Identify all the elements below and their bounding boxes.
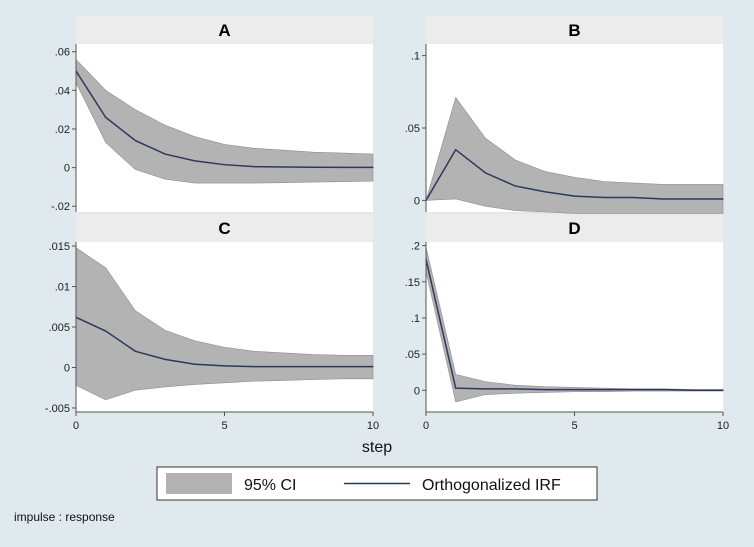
panel-b: B 0 .05 .1: [405, 16, 724, 214]
panel-c-x-tick-label: 10: [367, 420, 379, 432]
x-axis-title: step: [362, 439, 392, 456]
panel-b-title: B: [568, 21, 580, 40]
panel-d-y-tick-label: 0: [414, 385, 420, 397]
panel-a-y-tick-label: .04: [55, 85, 70, 97]
panel-c-header: [76, 214, 373, 242]
panel-d-irf-point: [603, 388, 605, 391]
panel-d-irf-point: [633, 388, 635, 391]
panel-b-y-tick-label: 0: [414, 195, 420, 207]
panel-b-irf-point: [722, 198, 724, 200]
panel-d-irf-point: [514, 388, 516, 390]
panel-d-header: [426, 214, 723, 242]
panel-a-irf-point: [134, 139, 136, 142]
panel-d-y-tick-label: .1: [411, 313, 420, 325]
panel-a-header: [76, 16, 373, 44]
panel-c-irf-point: [313, 366, 315, 368]
panel-a-irf-point: [283, 166, 285, 168]
panel-d-marks: 0 .05 .1 .15 .2 0 5 10: [405, 241, 729, 432]
panel-b-y-tick-label: .1: [411, 51, 420, 63]
panel-d-irf-point: [544, 388, 546, 391]
panel-a-irf-point: [105, 116, 107, 118]
panel-c-irf-point: [194, 363, 196, 365]
panel-d-irf-point: [573, 388, 576, 391]
panel-c-y-tick-label: 0: [64, 362, 70, 374]
panel-d-irf-point: [455, 387, 457, 389]
panel-a-irf-point: [253, 166, 255, 168]
panel-b-y-tick-label: .05: [405, 123, 420, 135]
panel-d-y-tick-label: .05: [405, 349, 420, 361]
panel-a-irf-point: [313, 166, 315, 168]
panel-c-irf-point: [164, 358, 166, 360]
panel-b-irf-point: [573, 195, 576, 197]
panel-b-irf-point: [455, 149, 457, 151]
panel-c-title: C: [218, 219, 230, 238]
panel-c-irf-point: [134, 350, 136, 352]
panel-d-irf-point: [484, 388, 486, 390]
panel-d-irf-point: [663, 388, 665, 391]
panel-c-irf-point: [283, 366, 285, 368]
panel-b-irf-point: [633, 196, 635, 199]
panel-b-irf-point: [692, 198, 694, 200]
panel-c-y-tick-label: .015: [49, 241, 70, 253]
panel-a-marks: -.02 0 .02 .04 .06: [51, 47, 374, 213]
legend-ci-swatch: [166, 473, 232, 494]
panel-d-y-tick-label: .2: [411, 241, 420, 253]
panel-b-irf-point: [663, 198, 665, 200]
panel-b-marks: 0 .05 .1: [405, 51, 724, 214]
panel-c-irf-point: [372, 366, 374, 368]
panel-b-irf-point: [514, 185, 516, 187]
panel-a-y-tick-label: -.02: [51, 201, 70, 213]
panel-a-irf-point: [342, 166, 344, 168]
panel-c-y-tick-label: .005: [49, 322, 70, 334]
legend-irf-label: Orthogonalized IRF: [422, 477, 561, 494]
legend: 95% CI Orthogonalized IRF: [156, 466, 598, 501]
panel-d-x-tick-label: 10: [717, 420, 729, 432]
panel-c-irf-point: [105, 330, 107, 332]
panel-d-title: D: [568, 219, 580, 238]
panel-c-ci-band: [75, 247, 374, 401]
panel-b-irf-point: [544, 191, 546, 193]
panel-a-irf-point: [164, 153, 166, 155]
impulse-response-note: impulse : response: [14, 510, 115, 524]
panel-c-x-tick-label: 0: [73, 420, 79, 432]
legend-ci-label: 95% CI: [244, 477, 296, 494]
panel-b-irf-point: [603, 196, 605, 199]
panel-d: D 0 .05 .1 .15 .2 0 5 10: [405, 214, 729, 432]
panel-d-y-tick-label: .15: [405, 277, 420, 289]
panel-a-y-tick-label: 0: [64, 163, 70, 175]
panel-d-irf-point: [722, 389, 724, 391]
panel-c-irf-point: [253, 366, 255, 368]
panel-b-irf-point: [484, 172, 486, 174]
panel-c-x-tick-label: 5: [221, 420, 227, 432]
panel-a-irf-point: [194, 160, 196, 162]
panel-a-title: A: [218, 21, 230, 40]
panel-c-irf-point: [223, 365, 226, 367]
panel-a-y-tick-label: .06: [55, 47, 70, 59]
panel-c-y-tick-label: -.005: [45, 403, 70, 415]
panel-d-x-tick-label: 0: [423, 420, 429, 432]
panel-c-irf-point: [342, 366, 344, 368]
panel-a: A -.02 0 .02 .04 .06: [51, 16, 374, 213]
panel-a-ci-band: [75, 58, 374, 184]
panel-d-irf-point: [692, 389, 694, 391]
panel-c-y-tick-label: .01: [55, 282, 70, 294]
panel-a-irf-point: [372, 166, 374, 168]
panel-a-irf-point: [223, 164, 226, 166]
panel-a-y-tick-label: .02: [55, 124, 70, 136]
panel-b-header: [426, 16, 723, 44]
panel-d-x-tick-label: 5: [571, 420, 577, 432]
